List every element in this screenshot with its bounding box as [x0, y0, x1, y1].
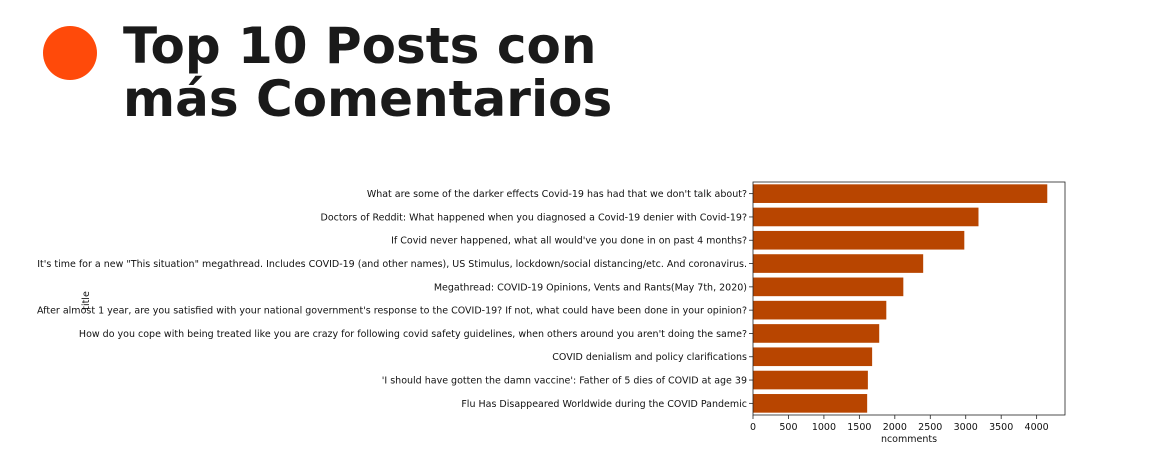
page-title-line-2: más Comentarios [123, 70, 613, 128]
category-label-3: If Covid never happened, what all would'… [391, 236, 747, 247]
bars-group [753, 184, 1048, 413]
bar-9 [753, 370, 868, 390]
x-axis-ticks: 0 500 1000 1500 2000 2500 3000 3500 4000 [750, 415, 1049, 433]
bar-7 [753, 324, 880, 343]
bar-2 [753, 207, 979, 227]
category-label-4: It's time for a new "This situation" meg… [37, 259, 747, 270]
page-title-line-1: Top 10 Posts con [123, 17, 597, 75]
category-label-9: 'I should have gotten the damn vaccine':… [382, 375, 747, 386]
bar-5 [753, 277, 904, 297]
x-tick-label: 2000 [883, 422, 907, 433]
bar-8 [753, 347, 873, 367]
category-label-8: COVID denialism and policy clarification… [552, 352, 747, 363]
bar-4 [753, 254, 924, 273]
plot-frame [752, 181, 1066, 416]
category-label-2: Doctors of Reddit: What happened when yo… [321, 212, 748, 223]
bar-3 [753, 230, 965, 250]
x-tick-label: 2500 [918, 422, 942, 433]
orange-circle-icon [43, 26, 97, 80]
category-label-10: Flu Has Disappeared Worldwide during the… [461, 399, 747, 410]
page-title: Top 10 Posts con más Comentarios [123, 20, 612, 126]
x-tick-label: 4000 [1025, 422, 1049, 433]
category-label-5: Megathread: COVID-19 Opinions, Vents and… [434, 282, 747, 293]
bar-6 [753, 300, 887, 320]
bar-10 [753, 394, 868, 413]
category-labels: What are some of the darker effects Covi… [37, 189, 753, 410]
x-tick-label: 500 [779, 422, 797, 433]
category-label-1: What are some of the darker effects Covi… [367, 189, 747, 200]
x-tick-label: 3000 [954, 422, 978, 433]
x-tick-label: 3500 [989, 422, 1013, 433]
category-label-6: After almost 1 year, are you satisfied w… [37, 306, 747, 317]
y-axis-label: title [81, 291, 92, 310]
bar-1 [753, 184, 1048, 203]
x-tick-label: 1000 [812, 422, 836, 433]
x-tick-label: 1500 [847, 422, 871, 433]
x-tick-label: 0 [750, 422, 756, 433]
x-axis-label: ncomments [881, 434, 937, 445]
category-label-7: How do you cope with being treated like … [79, 329, 747, 340]
